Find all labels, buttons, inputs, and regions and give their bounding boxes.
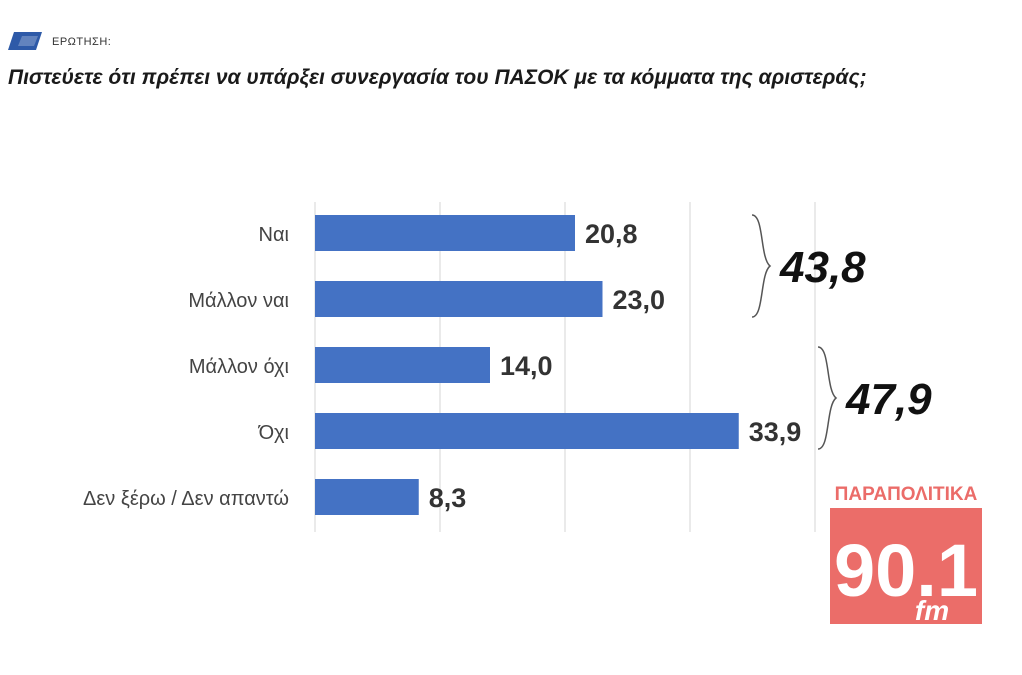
svg-text:90.1: 90.1 bbox=[834, 529, 978, 612]
category-label: Όχι bbox=[258, 422, 289, 444]
data-label: 8,3 bbox=[429, 483, 467, 513]
category-label: Μάλλον όχι bbox=[189, 356, 289, 378]
chart-title: Πιστεύετε ότι πρέπει να υπάρξει συνεργασ… bbox=[8, 66, 867, 89]
group-total-label: 47,9 bbox=[845, 375, 932, 424]
category-label: Μάλλον ναι bbox=[188, 290, 289, 312]
category-label: Δεν ξέρω / Δεν απαντώ bbox=[83, 488, 289, 510]
bar bbox=[315, 347, 490, 383]
radio-logo: ΠΑΡΑΠΟΛΙΤΙΚΑ 90.1 fm bbox=[830, 484, 982, 626]
data-label: 14,0 bbox=[500, 351, 553, 381]
bar bbox=[315, 281, 603, 317]
category-label: Ναι bbox=[259, 224, 289, 246]
parapolitika-logo-icon: ΠΑΡΑΠΟΛΙΤΙΚΑ 90.1 fm bbox=[830, 484, 982, 626]
group-total-label: 43,8 bbox=[779, 243, 866, 292]
group-brace bbox=[817, 346, 838, 450]
data-label: 20,8 bbox=[585, 219, 638, 249]
question-marker-icon bbox=[8, 32, 42, 50]
svg-text:ΠΑΡΑΠΟΛΙΤΙΚΑ: ΠΑΡΑΠΟΛΙΤΙΚΑ bbox=[835, 484, 978, 505]
bar bbox=[315, 413, 739, 449]
svg-text:fm: fm bbox=[915, 595, 949, 626]
group-brace bbox=[751, 214, 772, 318]
data-label: 23,0 bbox=[613, 285, 666, 315]
data-label: 33,9 bbox=[749, 417, 802, 447]
bar bbox=[315, 479, 419, 515]
bar-chart: Ναι 20,8 Μάλλον ναι 23,0 Μάλλον όχι 14,0 Όχι 33… bbox=[83, 202, 932, 532]
bar bbox=[315, 215, 575, 251]
question-label: ΕΡΩΤΗΣΗ: bbox=[52, 36, 112, 48]
